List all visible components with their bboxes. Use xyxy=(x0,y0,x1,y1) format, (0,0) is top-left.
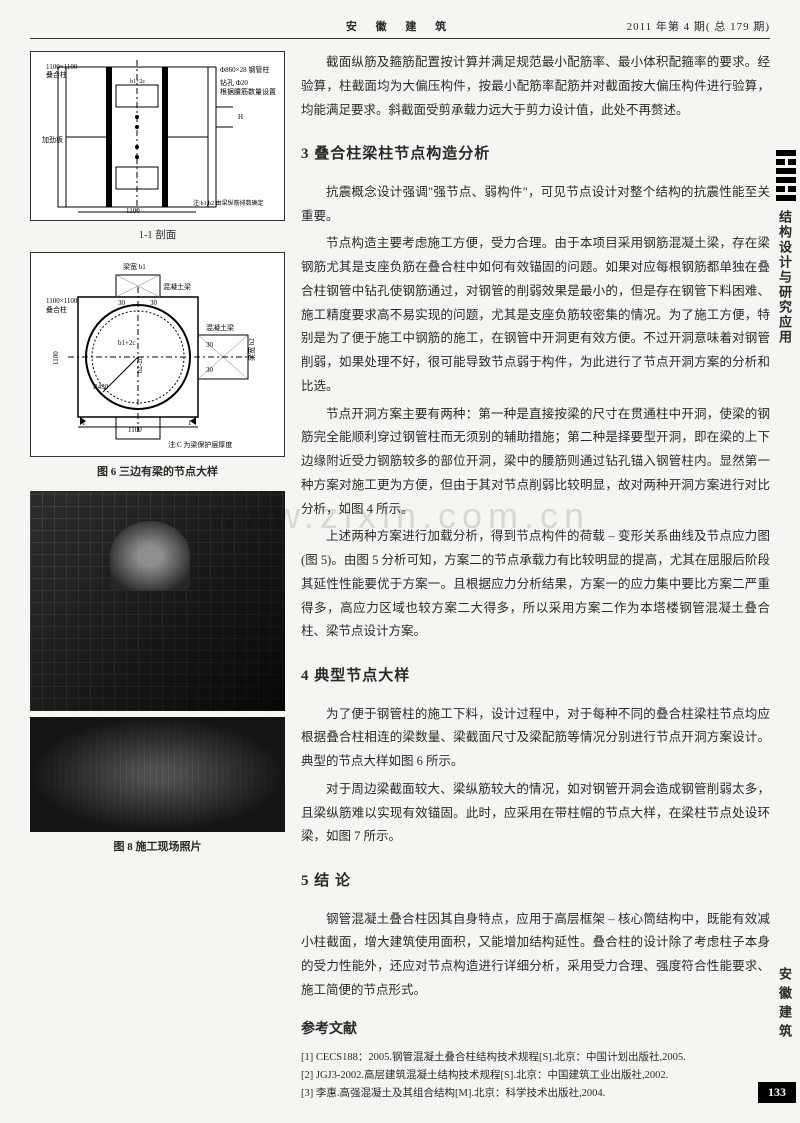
svg-text:梁宽 b2: 梁宽 b2 xyxy=(247,338,256,361)
figure-section-view: 1100×1100 叠合柱 Φ860×28 钢管柱 钻孔 Φ20 根据腰筋数量设… xyxy=(30,51,285,221)
svg-text:混凝土梁: 混凝土梁 xyxy=(163,282,191,291)
svg-text:b1+2c: b1+2c xyxy=(118,339,136,347)
svg-text:H: H xyxy=(238,113,243,121)
svg-text:R430: R430 xyxy=(93,383,109,391)
svg-text:b1+2c: b1+2c xyxy=(130,79,145,85)
svg-text:30: 30 xyxy=(206,341,214,349)
svg-text:加劲板: 加劲板 xyxy=(42,135,63,144)
page: 安 徽 建 筑 2011 年第 4 期( 总 179 期) xyxy=(0,0,800,1123)
paragraph: 对于周边梁截面较大、梁纵筋较大的情况，如对钢管开洞会造成钢管削弱太多，且梁纵筋难… xyxy=(301,778,770,849)
paragraph: 钢管混凝土叠合柱因其自身特点，应用于高层框架 – 核心筒结构中，既能有效减小柱截… xyxy=(301,908,770,1003)
paragraph: 抗震概念设计强调"强节点、弱构件"，可见节点设计对整个结构的抗震性能至关重要。 xyxy=(301,181,770,229)
figure-plan-view: R430 梁宽 b1 混凝土梁 混凝土梁 30 30 30 30 b1+2c b… xyxy=(30,252,285,457)
svg-text:叠合柱: 叠合柱 xyxy=(46,70,67,79)
svg-text:1100×1100: 1100×1100 xyxy=(46,297,78,305)
side-hexagram-icon xyxy=(776,150,796,204)
reference-item: [2] JGJ3-2002.高层建筑混凝土结构技术规程[S].北京：中国建筑工业… xyxy=(301,1067,770,1085)
left-column: 1100×1100 叠合柱 Φ860×28 钢管柱 钻孔 Φ20 根据腰筋数量设… xyxy=(30,51,285,1103)
page-number: 133 xyxy=(758,1082,796,1103)
figure-6-caption: 图 6 三边有梁的节点大样 xyxy=(30,463,285,479)
svg-text:Φ860×28 钢管柱: Φ860×28 钢管柱 xyxy=(220,65,269,74)
side-category-label: 结构设计与研究应用 xyxy=(778,210,794,345)
svg-text:30: 30 xyxy=(150,299,158,307)
svg-text:30: 30 xyxy=(118,299,126,307)
issue-info: 2011 年第 4 期( 总 179 期) xyxy=(627,18,770,34)
figure-7-photo xyxy=(30,491,285,711)
right-column: 截面纵筋及箍筋配置按计算并满足规范最小配筋率、最小体积配箍率的要求。经验算，柱截… xyxy=(301,51,770,1103)
svg-text:注:C 为梁保护层厚度: 注:C 为梁保护层厚度 xyxy=(168,440,232,449)
section-4-title: 4 典型节点大样 xyxy=(301,662,770,691)
section-5-title: 5 结 论 xyxy=(301,867,770,896)
svg-text:1100×1100: 1100×1100 xyxy=(46,63,78,71)
side-journal-label: 安徽建筑 xyxy=(778,967,794,1043)
svg-text:混凝土梁: 混凝土梁 xyxy=(206,323,234,332)
paragraph: 上述两种方案进行加载分析，得到节点构件的荷载 – 变形关系曲线及节点应力图(图 … xyxy=(301,525,770,644)
figure-8-caption: 图 8 施工现场照片 xyxy=(30,838,285,854)
main-content: 1100×1100 叠合柱 Φ860×28 钢管柱 钻孔 Φ20 根据腰筋数量设… xyxy=(30,51,770,1103)
paragraph: 截面纵筋及箍筋配置按计算并满足规范最小配筋率、最小体积配箍率的要求。经验算，柱截… xyxy=(301,51,770,122)
figure-subcaption-1: 1-1 剖面 xyxy=(30,227,285,242)
svg-text:根据腰筋数量设置: 根据腰筋数量设置 xyxy=(220,87,276,96)
paragraph: 节点开洞方案主要有两种：第一种是直接按梁的尺寸在贯通柱中开洞，使梁的钢筋完全能顺… xyxy=(301,403,770,522)
svg-text:叠合柱: 叠合柱 xyxy=(46,305,67,314)
reference-item: [1] CECS188：2005.钢管混凝土叠合柱结构技术规程[S].北京：中国… xyxy=(301,1049,770,1067)
reference-item: [3] 李惠.高强混凝土及其组合结构[M].北京：科学技术出版社,2004. xyxy=(301,1085,770,1103)
figure-8-photo xyxy=(30,717,285,832)
svg-text:1100: 1100 xyxy=(52,351,60,365)
svg-text:梁宽 b1: 梁宽 b1 xyxy=(123,262,146,271)
svg-text:1100: 1100 xyxy=(126,207,140,215)
references-list: [1] CECS188：2005.钢管混凝土叠合柱结构技术规程[S].北京：中国… xyxy=(301,1049,770,1103)
svg-text:注:b1,b2 由梁纵筋排数确定: 注:b1,b2 由梁纵筋排数确定 xyxy=(193,199,264,207)
svg-text:b2-2c: b2-2c xyxy=(136,357,144,373)
paragraph: 为了便于钢管柱的施工下料，设计过程中，对于每种不同的叠合柱梁柱节点均应根据叠合柱… xyxy=(301,703,770,774)
svg-text:钻孔 Φ20: 钻孔 Φ20 xyxy=(220,78,248,87)
page-header: 安 徽 建 筑 2011 年第 4 期( 总 179 期) xyxy=(30,18,770,39)
svg-text:30: 30 xyxy=(206,366,214,374)
journal-name: 安 徽 建 筑 xyxy=(346,18,454,34)
references-title: 参考文献 xyxy=(301,1017,770,1044)
paragraph: 节点构造主要考虑施工方便，受力合理。由于本项目采用钢筋混凝土梁，存在梁钢筋尤其是… xyxy=(301,232,770,398)
section-3-title: 3 叠合柱梁柱节点构造分析 xyxy=(301,140,770,169)
